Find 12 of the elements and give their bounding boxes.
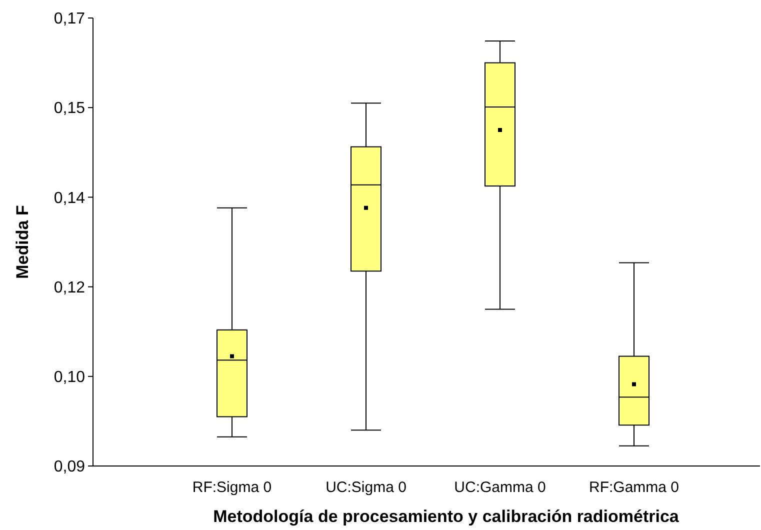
y-tick-label: 0,09 — [54, 458, 86, 476]
x-axis-title: Metodología de procesamiento y calibración radiométrica — [213, 507, 680, 526]
x-tick-label: UC:Gamma 0 — [454, 479, 546, 496]
x-tick-label: RF:Sigma 0 — [192, 479, 272, 496]
x-tick-label: RF:Gamma 0 — [588, 479, 680, 496]
x-tick-label: UC:Sigma 0 — [326, 479, 406, 496]
y-tick-label: 0,15 — [54, 100, 86, 118]
y-tick-label: 0,12 — [54, 279, 86, 296]
y-axis-title: Medida F — [13, 205, 32, 279]
y-tick-label: 0,14 — [54, 190, 86, 207]
y-tick-label: 0,17 — [54, 10, 86, 28]
y-tick-label: 0,10 — [54, 369, 86, 386]
